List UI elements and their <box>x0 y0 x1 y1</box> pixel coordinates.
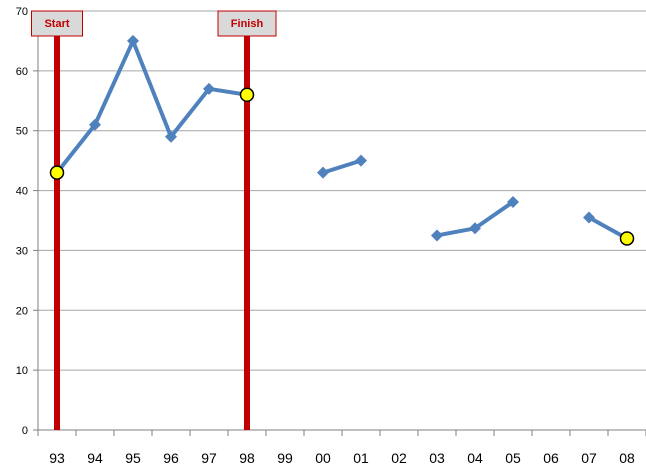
event-marker-label: Finish <box>231 18 264 30</box>
series-line-segment <box>321 158 363 175</box>
highlight-point <box>239 87 255 103</box>
axes: 0 10 20 30 40 50 60 70 93 94 95 96 97 98 99 00 01 02 03 04 0… <box>16 6 646 466</box>
data-point <box>583 211 595 224</box>
data-point <box>431 229 443 242</box>
y-tick-label: 40 <box>16 186 28 198</box>
highlight-point <box>619 231 635 246</box>
y-tick-label: 60 <box>16 66 28 78</box>
data-point <box>203 82 215 95</box>
x-tick-label: 03 <box>429 450 445 466</box>
event-markers: Start Finish <box>31 10 277 430</box>
data-point <box>127 34 139 47</box>
data-point <box>317 166 329 179</box>
x-tick-label: 95 <box>125 450 141 466</box>
y-tick-label: 30 <box>16 245 28 257</box>
x-tick-label: 05 <box>505 450 521 466</box>
x-tick-label: 94 <box>87 450 103 466</box>
x-tick-label: 02 <box>391 450 407 466</box>
x-tick-label: 07 <box>581 450 597 466</box>
highlight-point <box>49 165 65 180</box>
data-point <box>355 154 367 167</box>
y-tick-label: 0 <box>22 425 28 437</box>
data-point <box>469 222 481 235</box>
x-tick-label: 96 <box>163 450 179 466</box>
event-marker-label: Start <box>44 18 69 30</box>
y-tick-label: 10 <box>16 365 28 377</box>
data-point <box>507 195 519 208</box>
x-tick-label: 00 <box>315 450 331 466</box>
y-tick-label: 70 <box>16 6 28 18</box>
x-tick-label: 99 <box>277 450 293 466</box>
data-points <box>49 34 635 246</box>
x-tick-label: 04 <box>467 450 483 466</box>
y-tick-label: 50 <box>16 126 28 138</box>
event-marker-bar <box>54 26 60 430</box>
x-tick-label: 97 <box>201 450 217 466</box>
event-marker-bar <box>244 26 250 430</box>
x-tick-label: 01 <box>353 450 369 466</box>
event-marker-label-box <box>217 10 277 37</box>
event-marker-label-box <box>31 10 83 37</box>
data-point <box>165 130 177 143</box>
y-tick-label: 20 <box>16 305 28 317</box>
x-tick-label: 98 <box>239 450 255 466</box>
x-tick-label: 08 <box>619 450 635 466</box>
x-tick-label: 93 <box>49 450 65 466</box>
x-tick-label: 06 <box>543 450 559 466</box>
series-line-segment <box>55 38 249 175</box>
gridlines <box>38 10 646 371</box>
data-point <box>89 118 101 131</box>
